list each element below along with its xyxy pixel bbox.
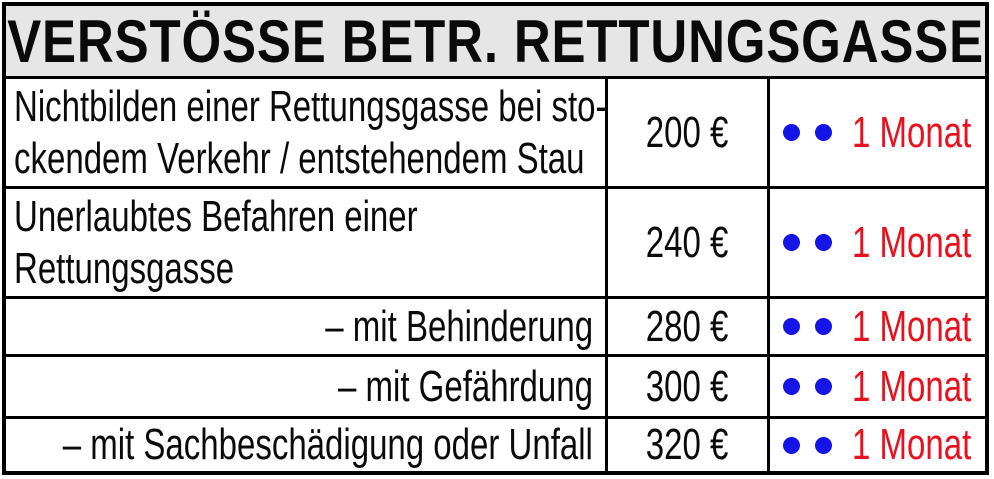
- table-title: VERSTÖSSE BETR. RETTUNGSGASSE: [7, 7, 984, 75]
- driving-ban-duration: 1 Monat: [852, 217, 972, 267]
- table-row: – mit Behinderung 280 € 1 Monat: [6, 296, 985, 354]
- driving-ban-duration: 1 Monat: [852, 361, 972, 411]
- driving-ban-duration: 1 Monat: [852, 420, 972, 470]
- penalty-cell: 1 Monat: [770, 357, 985, 416]
- penalty-point-dot-icon: [815, 378, 832, 395]
- penalty-point-dot-icon: [783, 234, 800, 251]
- fine-amount: 320 €: [608, 419, 770, 471]
- penalty-point-dot-icon: [783, 378, 800, 395]
- violation-text-line: Unerlaubtes Befahren einer: [14, 192, 418, 242]
- driving-ban-duration: 1 Monat: [852, 107, 972, 157]
- penalty-cell: 1 Monat: [770, 189, 985, 296]
- violation-text-line: – mit Gefährdung: [338, 361, 593, 411]
- fine-amount: 300 €: [608, 357, 770, 416]
- penalty-point-dot-icon: [783, 124, 800, 141]
- table-row: Nichtbilden einer Rettungsgasse bei sto-…: [6, 76, 985, 186]
- penalty-cell: 1 Monat: [770, 419, 985, 471]
- penalty-point-dot-icon: [815, 318, 832, 335]
- violation-description: – mit Behinderung: [6, 299, 608, 354]
- violation-description: – mit Gefährdung: [6, 357, 608, 416]
- table-row: – mit Gefährdung 300 € 1 Monat: [6, 354, 985, 416]
- fine-amount: 200 €: [608, 79, 770, 186]
- driving-ban-duration: 1 Monat: [852, 301, 972, 351]
- violation-text-line: – mit Sachbeschädigung oder Unfall: [62, 420, 593, 470]
- fine-amount: 280 €: [608, 299, 770, 354]
- violation-description: Nichtbilden einer Rettungsgasse bei sto-…: [6, 79, 608, 186]
- violation-description: Unerlaubtes Befahren einer Rettungsgasse: [6, 189, 608, 296]
- violation-description: – mit Sachbeschädigung oder Unfall: [6, 419, 608, 471]
- penalty-point-dot-icon: [783, 436, 800, 454]
- penalty-point-dot-icon: [815, 436, 832, 454]
- violation-text-line: ckendem Verkehr / entstehendem Stau: [14, 133, 585, 183]
- violation-text-line: Rettungsgasse: [14, 243, 235, 293]
- violation-text-line: – mit Behinderung: [325, 301, 593, 351]
- table-row: – mit Sachbeschädigung oder Unfall 320 €…: [6, 416, 985, 471]
- penalty-cell: 1 Monat: [770, 299, 985, 354]
- penalty-point-dot-icon: [783, 318, 800, 335]
- table-row: Unerlaubtes Befahren einer Rettungsgasse…: [6, 186, 985, 296]
- penalty-point-dot-icon: [815, 234, 832, 251]
- penalty-cell: 1 Monat: [770, 79, 985, 186]
- table-header: VERSTÖSSE BETR. RETTUNGSGASSE: [6, 6, 985, 76]
- violation-text-line: Nichtbilden einer Rettungsgasse bei sto-: [14, 82, 607, 132]
- penalty-point-dot-icon: [815, 124, 832, 141]
- fine-amount: 240 €: [608, 189, 770, 296]
